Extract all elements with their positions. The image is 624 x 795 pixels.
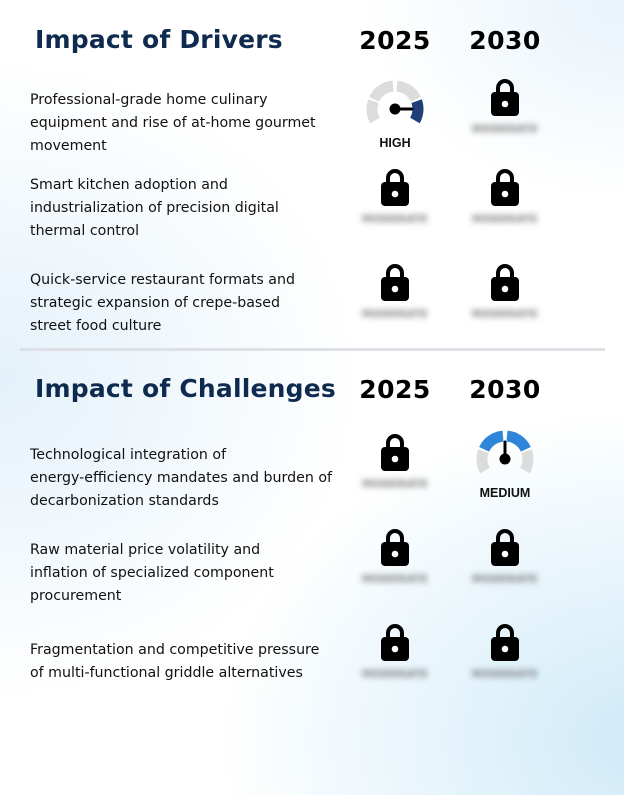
blurred-value: MODERATE — [472, 215, 538, 225]
challenges-year-2025: 2025 — [359, 375, 431, 404]
gauge-hub — [499, 453, 511, 465]
driver-row-2-2030: MODERATE — [455, 168, 555, 248]
challenges-title: Impact of Challenges — [35, 374, 336, 403]
blurred-value: MODERATE — [362, 310, 428, 320]
gauge-icon — [366, 80, 424, 124]
lock-icon — [491, 264, 519, 301]
gauge-hub — [389, 103, 401, 115]
gauge-segment — [506, 430, 531, 452]
lock-icon — [491, 169, 519, 206]
gauge-segment — [396, 80, 421, 102]
driver-row-2-text: Smart kitchen adoption and industrializa… — [30, 177, 279, 239]
gauge-segment — [519, 449, 534, 474]
drivers-year-2030: 2030 — [469, 26, 541, 55]
driver-row-1-2025: HIGH — [345, 78, 445, 158]
gauge-segment — [366, 99, 381, 124]
challenge-row-3-2030: MODERATE — [455, 623, 555, 703]
section-divider — [20, 348, 605, 351]
challenge-row-3-text: Fragmentation and competitive pressure o… — [30, 642, 320, 681]
lock-icon — [381, 624, 409, 661]
driver-row-2-2025: MODERATE — [345, 168, 445, 248]
gauge-segment — [369, 80, 394, 102]
lock-icon — [381, 169, 409, 206]
lock-icon — [491, 529, 519, 566]
gauge-segment — [479, 430, 504, 452]
driver-row-3-2025: MODERATE — [345, 263, 445, 343]
driver-row-1-text: Professional-grade home culinary equipme… — [30, 92, 316, 154]
blurred-value: MODERATE — [362, 575, 428, 585]
lock-icon — [381, 529, 409, 566]
drivers-title: Impact of Drivers — [35, 25, 283, 54]
blurred-value: MODERATE — [472, 125, 538, 135]
lock-icon — [381, 264, 409, 301]
blurred-value: MODERATE — [472, 310, 538, 320]
blurred-value: MODERATE — [362, 670, 428, 680]
gauge-label: MEDIUM — [479, 486, 531, 500]
challenge-row-2-2030: MODERATE — [455, 528, 555, 608]
blurred-value: MODERATE — [362, 480, 428, 490]
challenge-row-1-2025: MODERATE — [345, 433, 445, 513]
driver-row-3-text: Quick-service restaurant formats and str… — [30, 272, 295, 334]
gauge-segment — [409, 99, 424, 124]
challenge-row-1-text: Technological integration of energy-effi… — [30, 447, 333, 509]
challenge-row-1-2030: MEDIUM — [455, 428, 555, 508]
lock-icon — [381, 434, 409, 471]
challenge-row-2-2025: MODERATE — [345, 528, 445, 608]
driver-row-3-2030: MODERATE — [455, 263, 555, 343]
gauge-label: HIGH — [379, 136, 411, 150]
drivers-year-2025: 2025 — [359, 26, 431, 55]
lock-icon — [491, 79, 519, 116]
challenge-row-3-2025: MODERATE — [345, 623, 445, 703]
challenge-row-2-text: Raw material price volatility and inflat… — [30, 542, 274, 604]
gauge-segment — [476, 449, 491, 474]
blurred-value: MODERATE — [362, 215, 428, 225]
blurred-value: MODERATE — [472, 670, 538, 680]
gauge-icon — [476, 430, 534, 474]
lock-icon — [491, 624, 519, 661]
driver-row-1-2030: MODERATE — [455, 78, 555, 158]
blurred-value: MODERATE — [472, 575, 538, 585]
challenges-year-2030: 2030 — [469, 375, 541, 404]
